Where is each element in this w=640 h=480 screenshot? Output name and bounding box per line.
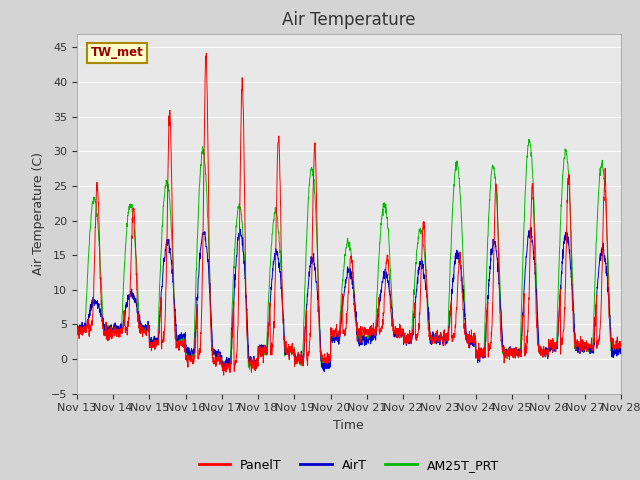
PanelT (73, 324, 81, 329)
AM25T_PRT (617, 346, 625, 352)
AirT (365, 336, 372, 342)
AirT (321, 369, 328, 374)
PanelT (202, 50, 210, 56)
Title: Air Temperature: Air Temperature (282, 11, 415, 29)
PanelT (220, 372, 228, 378)
AM25T_PRT (525, 136, 532, 142)
AirT (584, 345, 592, 350)
Line: AirT: AirT (77, 228, 621, 372)
AirT (570, 303, 577, 309)
AM25T_PRT (376, 231, 384, 237)
AM25T_PRT (73, 327, 81, 333)
AirT (376, 298, 384, 304)
AM25T_PRT (570, 292, 577, 298)
AirT (73, 321, 81, 327)
AM25T_PRT (225, 360, 232, 366)
Line: AM25T_PRT: AM25T_PRT (77, 139, 621, 369)
AirT (527, 225, 535, 230)
PanelT (570, 315, 577, 321)
Y-axis label: Air Temperature (C): Air Temperature (C) (32, 152, 45, 275)
PanelT (508, 348, 515, 353)
AM25T_PRT (584, 348, 592, 354)
Text: TW_met: TW_met (90, 46, 143, 59)
PanelT (225, 361, 233, 367)
AM25T_PRT (507, 351, 515, 357)
Legend: PanelT, AirT, AM25T_PRT: PanelT, AirT, AM25T_PRT (194, 454, 504, 477)
Line: PanelT: PanelT (77, 53, 621, 375)
X-axis label: Time: Time (333, 419, 364, 432)
PanelT (617, 342, 625, 348)
PanelT (365, 331, 372, 337)
AM25T_PRT (246, 366, 253, 372)
AirT (617, 348, 625, 354)
PanelT (584, 341, 592, 347)
AirT (225, 359, 232, 364)
AirT (507, 350, 515, 356)
PanelT (377, 326, 385, 332)
AM25T_PRT (365, 336, 372, 341)
